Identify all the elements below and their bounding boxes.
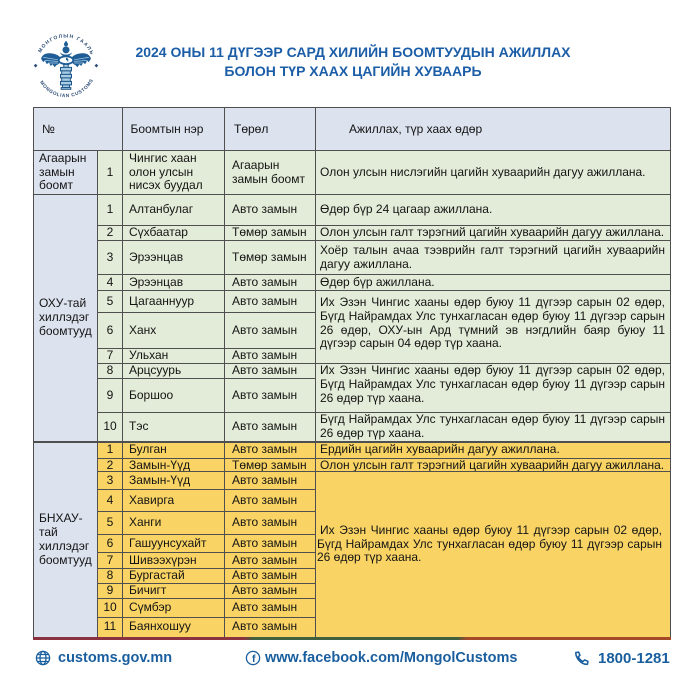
svg-text:f: f (252, 653, 256, 665)
